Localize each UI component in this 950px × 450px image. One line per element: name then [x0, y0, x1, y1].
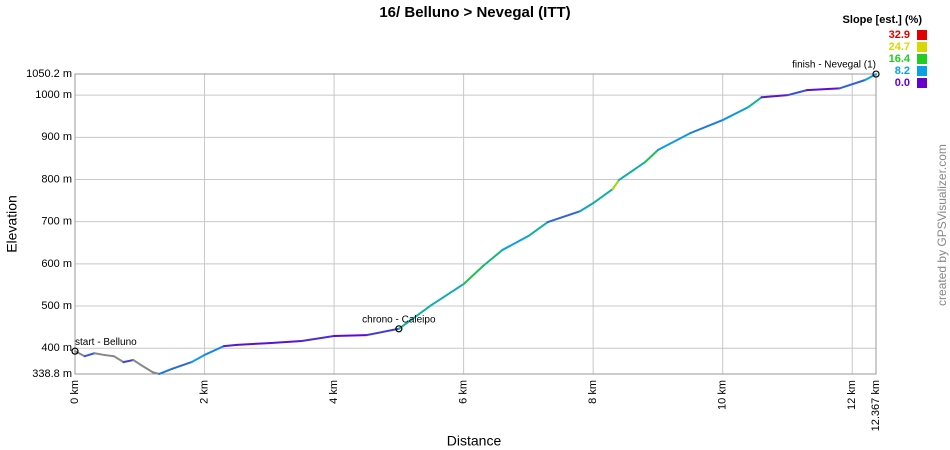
- waypoint-label: start - Belluno: [75, 337, 137, 348]
- legend-swatch: [917, 66, 927, 76]
- legend-swatch: [917, 78, 927, 88]
- elevation-segment: [838, 78, 867, 90]
- x-tick-label: 12.367 km: [870, 380, 882, 431]
- y-tick-label: 1000 m: [35, 89, 72, 101]
- elevation-segment: [760, 94, 789, 99]
- elevation-segment: [786, 89, 808, 97]
- elevation-segment: [222, 343, 238, 348]
- waypoint-marker: [71, 347, 79, 355]
- elevation-segment: [93, 352, 106, 356]
- elevation-segment: [430, 283, 465, 307]
- plot-frame: [74, 73, 877, 375]
- legend-swatch: [917, 42, 927, 52]
- elevation-segment: [122, 358, 135, 364]
- chart-title: 16/ Belluno > Nevegal (ITT): [379, 4, 570, 21]
- elevation-segment: [171, 361, 193, 370]
- elevation-segment: [643, 148, 659, 164]
- y-tick-label: 800 m: [41, 173, 72, 185]
- x-tick-label: 8 km: [587, 380, 599, 404]
- y-tick-label: 700 m: [41, 216, 72, 228]
- elevation-segment: [592, 188, 614, 205]
- legend-swatch: [917, 30, 927, 40]
- elevation-segment: [656, 132, 692, 151]
- elevation-segment: [689, 119, 724, 135]
- elevation-segment: [83, 352, 96, 358]
- y-tick-label: 600 m: [41, 258, 72, 270]
- elevation-segment: [747, 96, 763, 108]
- elevation-segment: [190, 353, 206, 364]
- elevation-segment: [482, 248, 504, 267]
- y-tick-label: 900 m: [41, 131, 72, 143]
- elevation-segment: [138, 363, 154, 374]
- elevation-segment: [300, 334, 336, 343]
- x-tick-label: 0 km: [69, 380, 81, 404]
- elevation-segment: [721, 105, 750, 122]
- y-tick-label: 500 m: [41, 300, 72, 312]
- elevation-segment: [132, 358, 141, 366]
- y-tick-label: 338.8 m: [32, 368, 72, 380]
- elevation-segment: [864, 73, 877, 81]
- elevation-segment: [268, 340, 303, 345]
- legend-label: 16.4: [889, 53, 911, 65]
- legend-label: 32.9: [889, 29, 910, 41]
- elevation-segment: [501, 235, 530, 251]
- y-tick-label: 400 m: [41, 342, 72, 354]
- elevation-segment: [618, 161, 646, 181]
- elevation-segment: [103, 353, 115, 358]
- elevation-segment: [397, 304, 433, 330]
- x-tick-label: 4 km: [328, 380, 340, 404]
- waypoint-label: chrono - Caleipo: [362, 314, 436, 325]
- y-axis-label: Elevation: [4, 195, 20, 253]
- elevation-segment: [151, 371, 161, 375]
- elevation-segment: [112, 355, 125, 364]
- credit: created by GPSVisualizer.com: [935, 144, 949, 306]
- waypoint-marker: [395, 325, 403, 333]
- y-tick-label: 1050.2 m: [26, 68, 72, 80]
- x-tick-label: 6 km: [458, 380, 470, 404]
- legend-label: 24.7: [889, 41, 910, 53]
- elevation-segment: [527, 221, 549, 238]
- elevation-segment: [333, 334, 368, 337]
- elevation-segment: [203, 345, 225, 356]
- waypoint-marker: [872, 70, 880, 78]
- elevation-segment: [365, 327, 400, 337]
- elevation-segment: [462, 264, 485, 286]
- elevation-segment: [235, 342, 271, 346]
- elevation-segment: [74, 350, 86, 358]
- legend-swatch: [917, 54, 927, 64]
- legend-label: 8.2: [895, 65, 910, 77]
- x-tick-label: 10 km: [717, 380, 729, 410]
- elevation-segment: [546, 210, 582, 224]
- elevation-segment: [579, 202, 595, 213]
- elevation-segment: [611, 178, 621, 191]
- x-axis-label: Distance: [447, 433, 502, 449]
- waypoint-label: finish - Nevegal (1): [792, 60, 876, 71]
- x-tick-label: 2 km: [198, 380, 210, 404]
- legend-label: 0.0: [895, 77, 910, 89]
- x-tick-label: 12 km: [846, 380, 858, 410]
- elevation-segment: [158, 367, 174, 375]
- legend-title: Slope [est.] (%): [843, 14, 923, 26]
- elevation-segment: [805, 87, 841, 92]
